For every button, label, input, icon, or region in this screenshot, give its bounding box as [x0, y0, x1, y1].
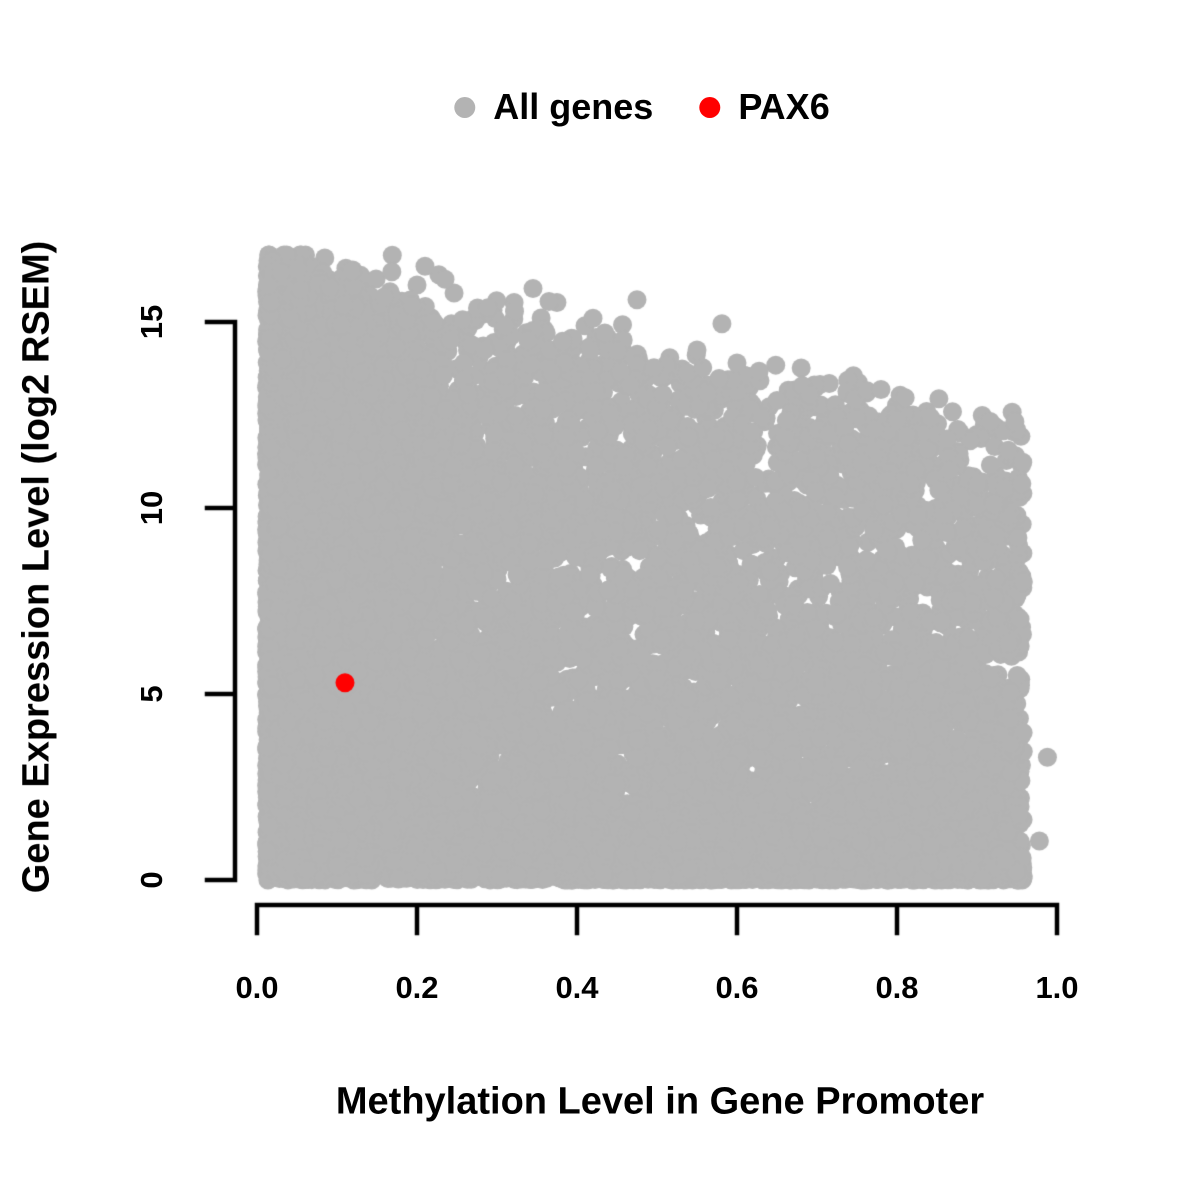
y-tick-label: 5 — [134, 685, 169, 703]
legend-label-pax6: PAX6 — [738, 86, 830, 127]
x-tick-label: 1.0 — [1035, 970, 1079, 1005]
x-tick-label: 0.0 — [235, 970, 279, 1005]
legend-item-pax6: PAX6 — [699, 86, 830, 128]
all-genes-dot-icon — [454, 96, 476, 118]
legend: All genes PAX6 — [454, 86, 830, 128]
pax6-dot-icon — [699, 96, 721, 118]
x-tick-label: 0.2 — [395, 970, 439, 1005]
x-tick-label: 0.4 — [555, 970, 599, 1005]
legend-label-all-genes: All genes — [493, 86, 654, 127]
y-axis-title: Gene Expression Level (log2 RSEM) — [15, 240, 58, 894]
x-axis-title: Methylation Level in Gene Promoter — [335, 1080, 985, 1123]
y-tick-label: 10 — [134, 490, 169, 526]
y-tick-label: 0 — [134, 871, 169, 889]
legend-item-all-genes: All genes — [454, 86, 653, 128]
x-tick-label: 0.8 — [875, 970, 919, 1005]
x-tick-label: 0.6 — [715, 970, 759, 1005]
y-tick-label: 15 — [134, 304, 169, 340]
